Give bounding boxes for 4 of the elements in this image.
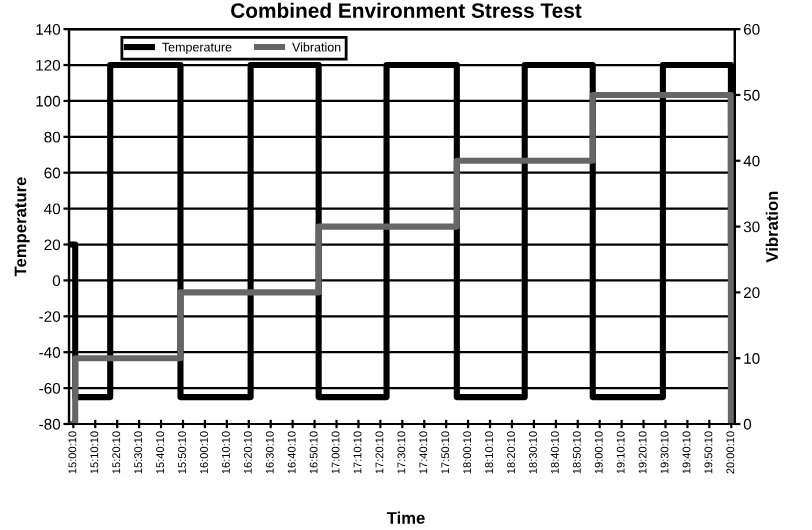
y-axis-title: Temperature [14, 177, 30, 277]
chart-title: Combined Environment Stress Test [231, 2, 582, 18]
y2-axis-title: Vibration [765, 191, 778, 263]
x-axis-title: Time [386, 511, 425, 524]
